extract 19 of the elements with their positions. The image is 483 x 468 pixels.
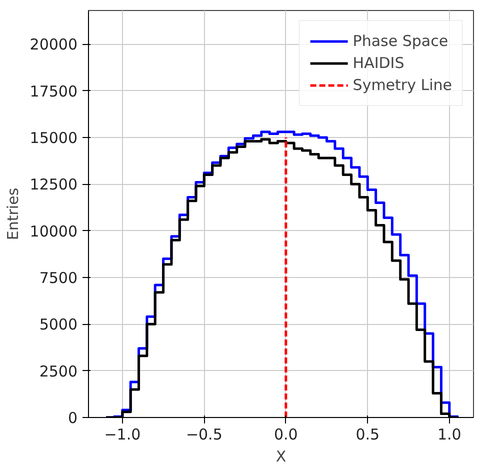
y-tick-label: 10000 [30,222,78,240]
y-tick-label: 20000 [30,36,78,54]
x-tick-label: 0.5 [356,426,380,444]
y-axis-title: Entries [4,188,22,240]
y-tick-label: 15000 [30,128,78,147]
x-tick-label: −1.0 [104,426,141,444]
y-tick-label: 12500 [30,176,78,194]
x-tick-label: −0.5 [186,426,222,444]
x-tick-label: 0.0 [274,426,298,444]
legend-label: Phase Space [352,32,448,50]
y-tick-label: 0 [68,409,78,427]
legend-label: Symetry Line [352,76,452,94]
y-tick-label: 2500 [39,362,78,380]
y-tick-label: 17500 [30,82,78,100]
x-tick-label: 1.0 [437,426,462,444]
y-tick-label: 5000 [39,316,78,334]
x-axis-title: X [276,448,286,466]
legend-label: HAIDIS [352,54,404,72]
y-tick-label: 7500 [39,268,78,287]
